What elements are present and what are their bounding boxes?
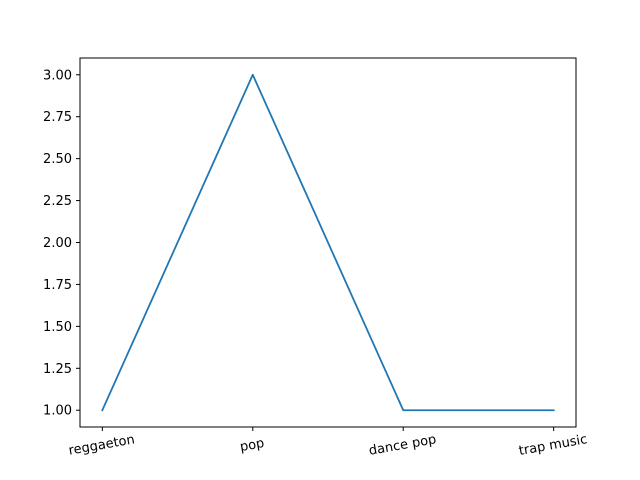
y-tick-label: 1.00 (43, 404, 72, 419)
y-tick-label: 3.00 (43, 68, 72, 83)
y-axis-ticks: 1.00 1.25 1.50 1.75 2.00 2.25 2.50 2.75 3.00 (43, 68, 80, 419)
y-tick-label: 2.75 (43, 110, 72, 125)
y-tick-label: 1.75 (43, 278, 72, 293)
y-tick-label: 2.25 (43, 194, 72, 209)
y-tick-label: 1.25 (43, 362, 72, 377)
y-tick-label: 1.50 (43, 320, 72, 335)
y-tick-label: 2.00 (43, 236, 72, 251)
plot-frame (79, 57, 577, 428)
y-tick-label: 2.50 (43, 152, 72, 167)
x-tick-label: pop (239, 436, 266, 455)
series-line (101, 73, 555, 412)
